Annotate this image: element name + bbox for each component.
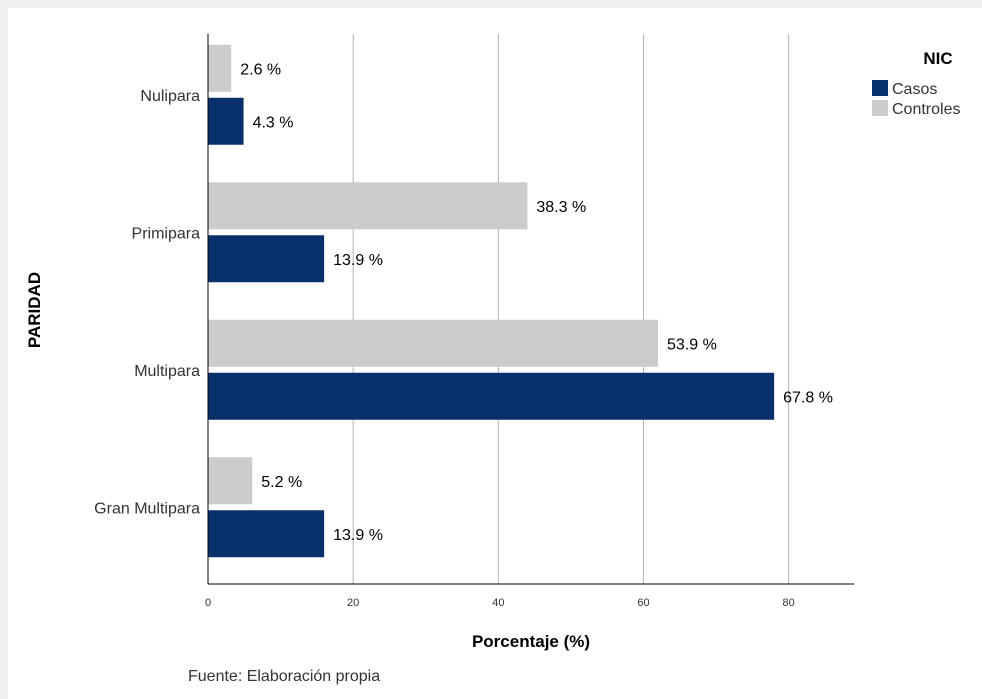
x-tick-label: 40 [492,597,504,609]
x-axis-title: Porcentaje (%) [472,632,590,651]
bar-controles [208,457,253,505]
bar-casos [208,372,775,420]
data-label: 5.2 % [261,474,302,491]
data-label: 4.3 % [253,114,294,131]
legend-title: NIC [923,49,952,68]
legend-swatch [872,80,888,96]
bars [208,44,775,558]
gridlines [352,34,790,584]
data-label: 13.9 % [333,252,383,269]
category-label: Gran Multipara [94,500,200,517]
category-label: Multipara [134,363,200,380]
y-axis-title: PARIDAD [25,272,44,348]
data-labels: 2.6 % 4.3 % 38.3 % 13.9 % 53.9 % 67.8 % 5.2 % 1… [240,61,833,544]
data-label: 2.6 % [240,61,281,78]
category-label: Nulipara [140,88,200,105]
legend-label: Casos [892,81,937,98]
bar-casos [208,510,325,558]
category-labels: Nulipara Primipara Multipara Gran Multipara [94,88,200,518]
x-ticks: 0 20 40 60 80 [205,597,795,609]
legend: NIC Casos Controles [872,49,960,118]
x-tick-label: 80 [783,597,795,609]
legend-label: Controles [892,101,960,118]
source-footnote: Fuente: Elaboración propia [188,668,380,685]
category-label: Primipara [132,225,201,242]
data-label: 53.9 % [667,336,717,353]
data-label: 38.3 % [536,199,586,216]
x-tick-label: 0 [205,597,211,609]
x-tick-label: 20 [347,597,359,609]
axes [207,34,854,585]
bar-controles [208,182,528,230]
bar-casos [208,235,325,283]
legend-swatch [872,100,888,116]
x-tick-label: 60 [637,597,649,609]
bar-controles [208,44,232,92]
bar-controles [208,319,659,367]
data-label: 13.9 % [333,527,383,544]
data-label: 67.8 % [783,389,833,406]
bar-casos [208,97,244,145]
